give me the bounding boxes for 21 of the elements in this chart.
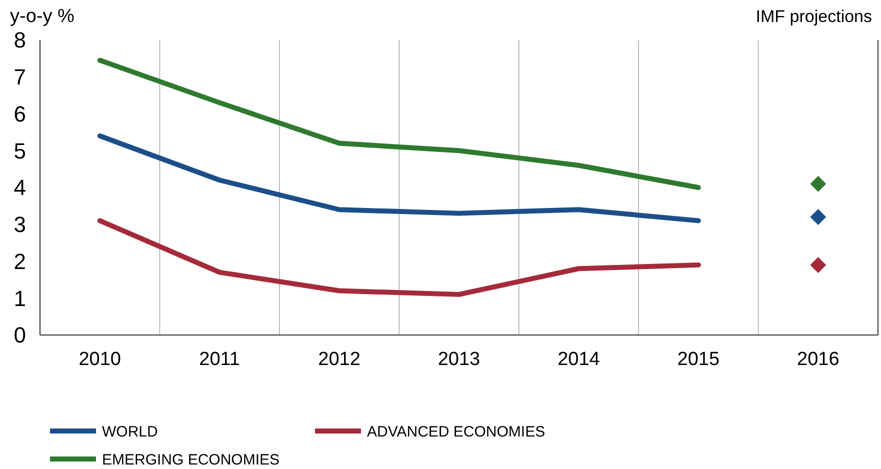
y-tick-label: 2 [14,248,26,274]
y-axis-title: y-o-y % [10,6,74,27]
y-tick-label: 3 [14,212,26,238]
y-tick-label: 0 [14,322,26,348]
y-tick-label: 7 [14,64,26,90]
y-tick-label: 8 [14,28,26,53]
y-tick-label: 4 [14,175,26,200]
x-tick-label: 2010 [78,349,121,370]
x-tick-label: 2015 [677,349,720,370]
y-tick-label: 1 [14,286,26,311]
legend-label: WORLD [102,423,158,440]
x-tick-label: 2012 [318,349,360,370]
legend-label: EMERGING ECONOMIES [102,451,280,468]
legend-label: ADVANCED ECONOMIES [367,423,546,440]
text: IMF projections [756,7,872,26]
y-tick-label: 5 [14,138,26,164]
x-tick-label: 2011 [199,349,240,370]
x-tick-label: 2016 [797,349,840,370]
y-tick-label: 6 [14,101,26,126]
x-tick-label: 2014 [558,349,600,370]
x-tick-label: 2013 [438,349,480,370]
